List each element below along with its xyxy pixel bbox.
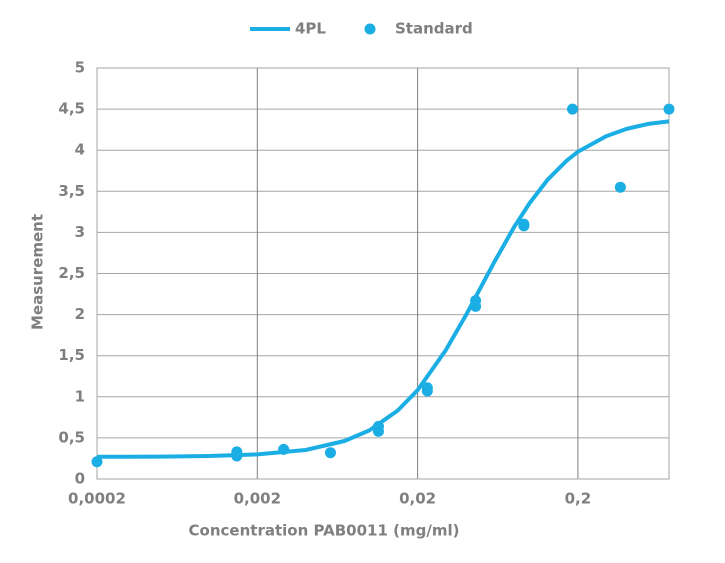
y-tick-label: 4,5: [58, 100, 85, 118]
data-point: [372, 425, 384, 437]
legend-label: 4PL: [295, 20, 326, 38]
y-tick-label: 1,5: [58, 346, 85, 364]
x-tick-label: 0,0002: [68, 490, 126, 508]
y-tick-label: 4: [75, 141, 85, 159]
data-point: [614, 181, 626, 193]
data-point: [421, 385, 433, 397]
data-point: [231, 450, 243, 462]
y-tick-label: 3,5: [58, 182, 85, 200]
data-point: [470, 300, 482, 312]
y-tick-label: 0: [75, 470, 85, 488]
x-axis-label: Concentration PAB0011 (mg/ml): [189, 522, 460, 540]
data-point: [518, 220, 530, 232]
x-tick-label: 0,002: [234, 490, 281, 508]
y-tick-label: 1: [75, 387, 85, 405]
x-tick-label: 0,02: [399, 490, 436, 508]
legend-swatch: [364, 23, 376, 35]
y-tick-label: 2: [75, 305, 85, 323]
legend-label: Standard: [395, 20, 473, 38]
y-tick-label: 2,5: [58, 264, 85, 282]
data-point: [324, 447, 336, 459]
data-point: [566, 103, 578, 115]
y-axis-label: Measurement: [29, 214, 47, 330]
plot-border: [96, 67, 670, 480]
data-point: [91, 456, 103, 468]
y-tick-label: 5: [75, 59, 85, 77]
y-tick-label: 3: [75, 223, 85, 241]
y-tick-label: 0,5: [58, 428, 85, 446]
x-tick-label: 0,2: [565, 490, 592, 508]
data-point: [663, 103, 675, 115]
data-point: [278, 443, 290, 455]
